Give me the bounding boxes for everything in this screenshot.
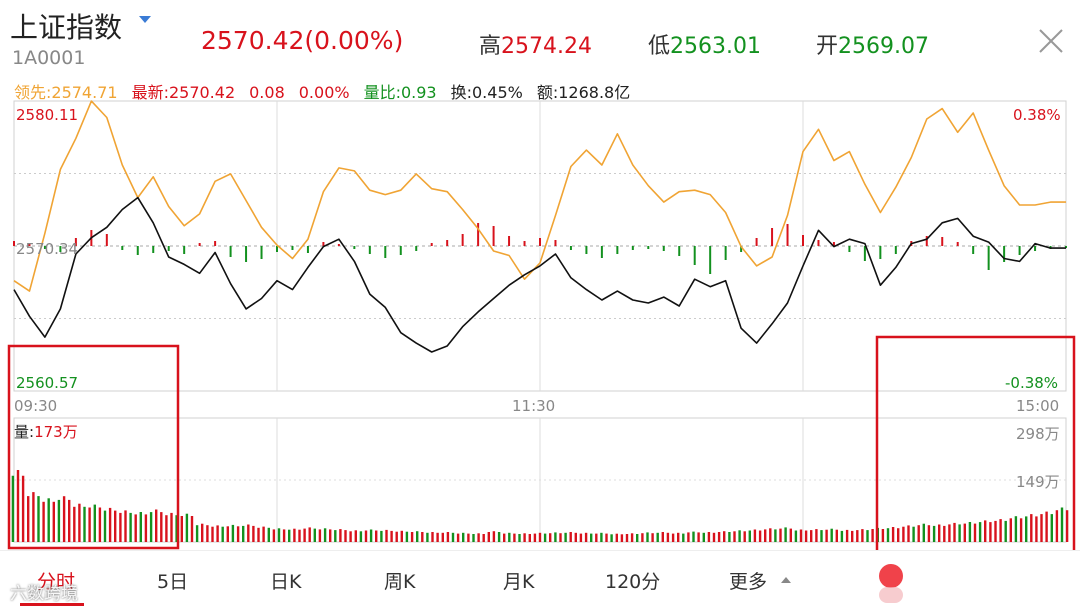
current-price: 2570.42(0.00%)	[201, 26, 403, 55]
pressure-bars	[13, 223, 1067, 274]
price-line	[13, 196, 1066, 353]
volume-axis-mid: 149万	[1016, 473, 1060, 491]
open-stat: 开2569.07	[816, 28, 929, 60]
index-name[interactable]: 上证指数	[10, 11, 123, 44]
high-stat: 高2574.24	[479, 28, 592, 60]
chart-grid	[13, 100, 1067, 543]
quote-info-row: 领先:2574.71 最新:2570.42 0.08 0.00% 量比:0.93 换:0.…	[14, 79, 644, 103]
change-value: 0.08	[249, 83, 285, 102]
current-change-pct: (0.00%)	[304, 26, 404, 55]
volume-bars	[11, 470, 1069, 542]
time-start: 09:30	[14, 397, 58, 415]
volume-axis-max: 298万	[1016, 425, 1060, 443]
pct-axis-min: -0.38%	[1005, 374, 1059, 392]
tab-monthly-k[interactable]: 月K	[503, 571, 535, 593]
index-code: 1A0001	[12, 47, 86, 69]
period-tab-bar: 分时 5日 日K 周K 月K 120分 更多 六数跨境	[0, 550, 1080, 608]
pct-axis-max: 0.38%	[1013, 106, 1061, 124]
time-mid: 11:30	[512, 397, 556, 415]
change-pct-value: 0.00%	[298, 83, 350, 102]
active-tab-underline	[20, 603, 84, 606]
highlight-boxes	[7, 335, 1076, 559]
tab-intraday[interactable]: 分时	[37, 571, 76, 593]
index-dropdown-caret-icon[interactable]	[139, 16, 151, 23]
volume-ratio: 量比:0.93	[363, 83, 437, 102]
tab-5day[interactable]: 5日	[157, 571, 189, 593]
current-price-value: 2570.42	[201, 26, 305, 55]
lead-line	[13, 100, 1066, 292]
open-value: 2569.07	[838, 34, 929, 59]
y-axis-mid: 2570.34	[16, 240, 79, 258]
tab-more[interactable]: 更多	[729, 571, 768, 593]
more-caret-icon	[781, 577, 791, 583]
highlight-box-left	[7, 344, 180, 550]
lead-value: 领先:2574.71	[14, 83, 118, 102]
trade-amount: 额:1268.8亿	[536, 83, 631, 102]
open-label: 开	[816, 34, 839, 59]
price-lines	[13, 100, 1066, 353]
record-dot-icon[interactable]	[879, 564, 903, 588]
latest-value: 最新:2570.42	[131, 83, 236, 102]
tab-weekly-k[interactable]: 周K	[384, 571, 416, 593]
low-value: 2563.01	[670, 34, 761, 59]
high-value: 2574.24	[501, 34, 592, 59]
tab-120min[interactable]: 120分	[605, 571, 661, 593]
low-label: 低	[648, 34, 671, 59]
turnover-rate: 换:0.45%	[450, 83, 523, 102]
high-label: 高	[479, 34, 502, 59]
time-end: 15:00	[1016, 397, 1060, 415]
record-dot-shadow-icon	[879, 587, 903, 603]
tab-daily-k[interactable]: 日K	[270, 571, 302, 593]
volume-label-value: 173万	[34, 423, 78, 441]
volume-label: 量:173万	[14, 421, 78, 442]
y-axis-max: 2580.11	[16, 106, 79, 124]
close-icon[interactable]	[1036, 26, 1066, 56]
volume-label-prefix: 量:	[14, 423, 35, 441]
low-stat: 低2563.01	[648, 28, 761, 60]
y-axis-min: 2560.57	[16, 374, 79, 392]
watermark-text: 六数跨境	[10, 584, 78, 604]
